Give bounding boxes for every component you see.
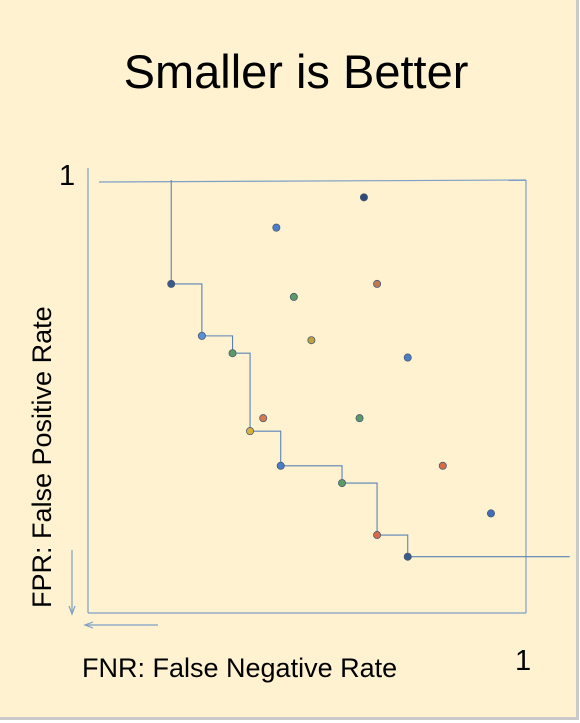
scatter-point <box>259 414 268 423</box>
chart-title: Smaller is Better <box>123 45 469 98</box>
y-axis-label: FPR: False Positive Rate <box>27 306 57 608</box>
frontier-point <box>276 461 285 470</box>
y-tick-label: 1 <box>59 160 75 192</box>
scatter-point <box>355 414 364 423</box>
pareto-frontier-line <box>170 180 570 558</box>
pareto-frontier-group <box>170 180 570 558</box>
x-left-arrow-head <box>83 621 94 629</box>
scatter-point <box>373 279 382 288</box>
points-group <box>167 193 495 561</box>
scatter-point <box>403 353 412 362</box>
frontier-point <box>373 531 382 540</box>
x-tick-label: 1 <box>515 645 531 677</box>
frontier-point <box>338 479 347 488</box>
frontier-point <box>246 427 255 436</box>
x-axis-label: FNR: False Negative Rate <box>82 653 397 683</box>
scatter-point <box>438 461 447 470</box>
frontier-point <box>167 279 176 288</box>
frontier-point <box>228 349 237 358</box>
scatter-point <box>289 292 298 301</box>
top-boundary-line <box>98 179 527 183</box>
scatter-point <box>272 223 281 232</box>
scatter-point <box>359 193 368 202</box>
scatter-point <box>307 336 316 345</box>
axes-group <box>68 168 527 629</box>
frontier-point <box>197 331 206 340</box>
frontier-point <box>403 552 412 561</box>
scatter-point <box>486 509 495 518</box>
y-down-arrow-head <box>68 605 76 616</box>
